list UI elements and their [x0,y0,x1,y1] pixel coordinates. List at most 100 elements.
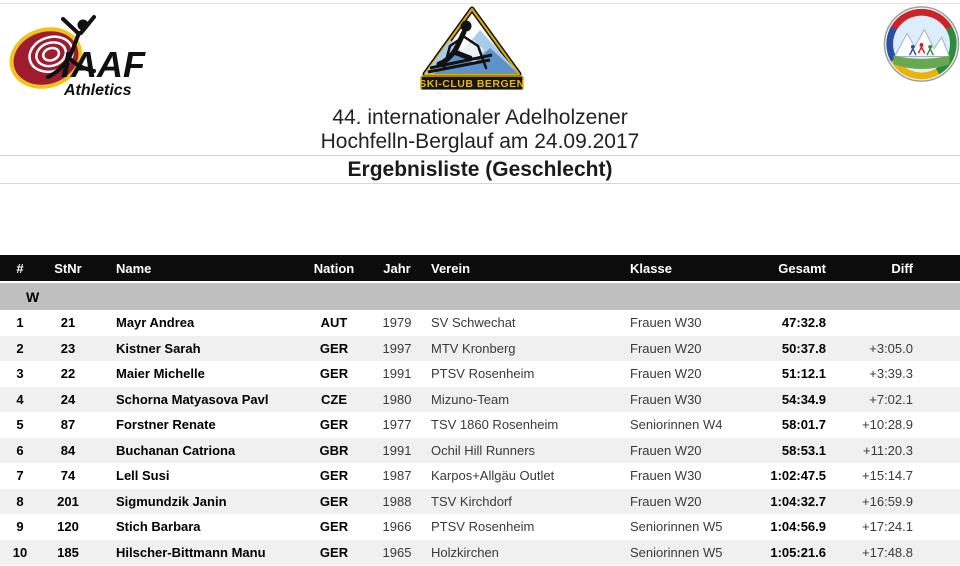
column-header-stnr: StNr [54,260,82,276]
table-row: 4 24 Schorna Matyasova Pavl CZE 1980 Mizuno-T… [0,386,960,412]
cell-jahr: 1997 [382,340,412,356]
cell-name: Stich Barbara [116,519,201,535]
cell-name: Maier Michelle [116,366,205,382]
cell-verein: MTV Kronberg [431,340,516,356]
cell-pos: 2 [16,340,24,356]
cell-nation: GER [319,417,349,433]
column-header-gesamt: Gesamt [778,260,826,276]
cell-jahr: 1988 [382,493,412,509]
cell-name: Mayr Andrea [116,315,195,331]
cell-nation: GER [319,493,349,509]
cell-verein: PTSV Rosenheim [431,519,535,535]
section-label: W [26,288,40,305]
cell-nation: GER [319,468,349,484]
cell-klasse: Frauen W30 [630,315,702,331]
iaaf-logo-text: IAAF [61,44,146,85]
cell-stnr: 22 [60,366,76,382]
cell-stnr: 87 [60,417,76,433]
cell-pos: 8 [16,493,24,509]
table-row: 9 120 Stich Barbara GER 1966 PTSV Rosenheim Se… [0,514,960,540]
table-row: 1 21 Mayr Andrea AUT 1979 SV Schwechat Frauen … [0,310,960,336]
cell-gesamt: 1:02:47.5 [770,468,826,484]
cell-name: Schorna Matyasova Pavl [116,391,269,407]
table-row: 8 201 Sigmundzik Janin GER 1988 TSV Kirchdorf… [0,488,960,514]
table-row: 5 87 Forstner Renate GER 1977 TSV 1860 Rosenh… [0,412,960,438]
cell-nation: AUT [320,315,348,331]
cell-diff: +15:14.7 [862,468,913,484]
cell-diff: +3:39.3 [869,366,913,382]
cell-gesamt: 50:37.8 [781,340,826,356]
cell-name: Kistner Sarah [116,340,201,356]
event-title-line2: Hochfelln-Berglauf am 24.09.2017 [320,130,640,153]
cell-klasse: Seniorinnen W4 [630,417,723,433]
ski-club-banner-text: SKI-CLUB BERGEN [420,78,524,90]
cell-pos: 4 [16,391,24,407]
table-header-row: # StNr Name Nation Jahr Verein Klasse Gesamt Dif… [0,255,960,281]
cell-stnr: 24 [60,391,76,407]
column-header-pos: # [16,260,24,276]
cell-gesamt: 58:53.1 [781,442,826,458]
cell-name: Hilscher-Bittmann Manu [116,544,266,560]
iaaf-athletics-logo-icon: IAAF Athletics [9,15,146,99]
cell-diff: +7:02.1 [869,391,913,407]
cell-stnr: 84 [60,442,76,458]
table-row: 7 74 Lell Susi GER 1987 Karpos+Allgäu Outlet F… [0,463,960,489]
cell-pos: 6 [16,442,24,458]
column-header-nation: Nation [313,260,355,276]
cell-klasse: Frauen W20 [630,366,702,382]
cell-jahr: 1991 [382,366,412,382]
column-header-jahr: Jahr [383,260,411,276]
cell-name: Lell Susi [116,468,170,484]
column-header-diff: Diff [891,260,913,276]
column-header-verein: Verein [431,260,471,276]
cell-stnr: 185 [57,544,79,560]
cell-verein: Holzkirchen [431,544,499,560]
cell-diff: +17:48.8 [862,544,913,560]
cell-nation: CZE [321,391,347,407]
cell-nation: GER [319,366,349,382]
column-header-klasse: Klasse [630,260,672,276]
ski-club-bergen-logo-icon: SKI-CLUB BERGEN [420,6,524,90]
cell-diff: +16:59.9 [862,493,913,509]
cell-klasse: Frauen W20 [630,340,702,356]
iaaf-logo-subtext: Athletics [63,82,132,99]
cell-verein: TSV 1860 Rosenheim [431,417,559,433]
cell-gesamt: 51:12.1 [781,366,826,382]
cell-name: Forstner Renate [116,417,216,433]
cell-gesamt: 47:32.8 [781,315,826,331]
cell-diff: +17:24.1 [862,519,913,535]
cell-diff: +10:28.9 [862,417,913,433]
cell-pos: 10 [12,544,28,560]
cell-klasse: Frauen W20 [630,493,702,509]
cell-nation: GBR [319,442,349,458]
cell-verein: SV Schwechat [431,315,516,331]
cell-jahr: 1977 [382,417,412,433]
cell-pos: 7 [16,468,24,484]
section-row-women: W [0,283,960,310]
cell-pos: 1 [16,315,24,331]
column-header-name: Name [116,260,152,276]
cell-nation: GER [319,544,349,560]
cell-klasse: Seniorinnen W5 [630,519,723,535]
table-row: 10 185 Hilscher-Bittmann Manu GER 1965 Holzki… [0,539,960,565]
cell-pos: 5 [16,417,24,433]
table-body: 1 21 Mayr Andrea AUT 1979 SV Schwechat Frauen … [0,310,960,565]
cell-gesamt: 1:04:32.7 [770,493,826,509]
cell-gesamt: 1:04:56.9 [770,519,826,535]
cell-gesamt: 1:05:21.6 [770,544,826,560]
cell-gesamt: 54:34.9 [781,391,826,407]
cell-stnr: 120 [57,519,79,535]
cell-stnr: 201 [57,493,79,509]
cell-jahr: 1991 [382,442,412,458]
cell-verein: Karpos+Allgäu Outlet [431,468,555,484]
cell-gesamt: 58:01.7 [781,417,826,433]
page-header: IAAF Athletics [0,0,960,255]
table-row: 2 23 Kistner Sarah GER 1997 MTV Kronberg Fraue… [0,335,960,361]
cell-jahr: 1965 [382,544,412,560]
table-row: 6 84 Buchanan Catriona GBR 1991 Ochil Hill Ru… [0,437,960,463]
cell-jahr: 1979 [382,315,412,331]
cell-name: Buchanan Catriona [116,442,236,458]
cell-diff: +11:20.3 [862,442,913,458]
event-title-line1: 44. internationaler Adelholzener [332,106,628,129]
